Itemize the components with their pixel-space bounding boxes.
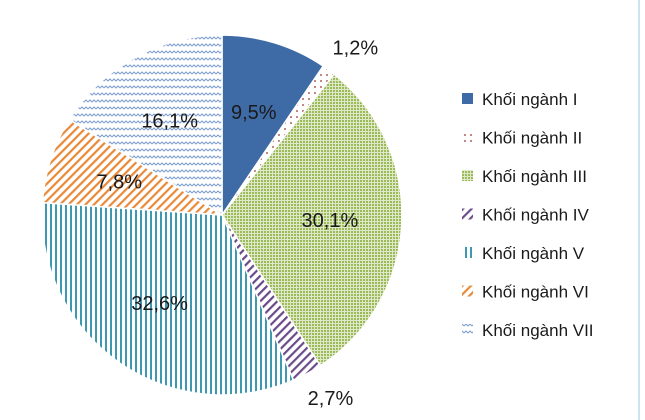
legend: Khối ngành I Khối ngành II Khối ngành III K… bbox=[462, 90, 594, 340]
legend-swatch bbox=[462, 285, 473, 297]
pie-slices bbox=[41, 34, 403, 396]
pie-slice-khoi-nganh-i bbox=[221, 34, 325, 218]
legend-item-khoi-nganh-v: Khối ngành V bbox=[462, 244, 585, 263]
legend-swatch bbox=[462, 247, 473, 258]
legend-swatch bbox=[462, 170, 473, 181]
legend-swatch bbox=[462, 93, 473, 104]
legend-label: Khối ngành VI bbox=[482, 283, 589, 302]
data-label-khoi-nganh-iv: 2,7% bbox=[308, 388, 354, 410]
legend-item-khoi-nganh-vii: Khối ngành VII bbox=[462, 321, 594, 340]
legend-label: Khối ngành I bbox=[482, 90, 577, 109]
pie-slice-khoi-nganh-v bbox=[41, 201, 295, 396]
legend-item-khoi-nganh-iii: Khối ngành III bbox=[462, 167, 587, 186]
legend-swatch bbox=[462, 131, 473, 143]
data-label-khoi-nganh-v: 32,6% bbox=[131, 293, 188, 315]
data-label-khoi-nganh-vi: 7,8% bbox=[96, 172, 142, 194]
window-edge-line bbox=[638, 0, 640, 420]
data-label-khoi-nganh-iii: 30,1% bbox=[302, 210, 359, 232]
data-label-khoi-nganh-i: 9,5% bbox=[231, 102, 277, 124]
pie-slice-khoi-nganh-iii bbox=[221, 73, 403, 367]
legend-item-khoi-nganh-vi: Khối ngành VI bbox=[462, 283, 589, 302]
legend-swatch bbox=[462, 208, 473, 220]
pie-slice-khoi-nganh-vii bbox=[68, 34, 223, 217]
data-label-khoi-nganh-vii: 16,1% bbox=[141, 111, 198, 133]
data-label-khoi-nganh-ii: 1,2% bbox=[333, 37, 379, 59]
data-labels: 9,5% 1,2% 30,1% 2,7% 32,6% 7,8% 16,1% bbox=[96, 37, 378, 410]
legend-item-khoi-nganh-i: Khối ngành I bbox=[462, 90, 577, 109]
legend-label: Khối ngành III bbox=[482, 167, 587, 186]
legend-label: Khối ngành IV bbox=[482, 206, 589, 225]
legend-label: Khối ngành II bbox=[482, 129, 582, 148]
legend-label: Khối ngành VII bbox=[482, 321, 594, 340]
legend-swatch bbox=[462, 324, 473, 335]
legend-item-khoi-nganh-ii: Khối ngành II bbox=[462, 129, 582, 148]
legend-label: Khối ngành V bbox=[482, 244, 585, 263]
legend-item-khoi-nganh-iv: Khối ngành IV bbox=[462, 206, 589, 225]
